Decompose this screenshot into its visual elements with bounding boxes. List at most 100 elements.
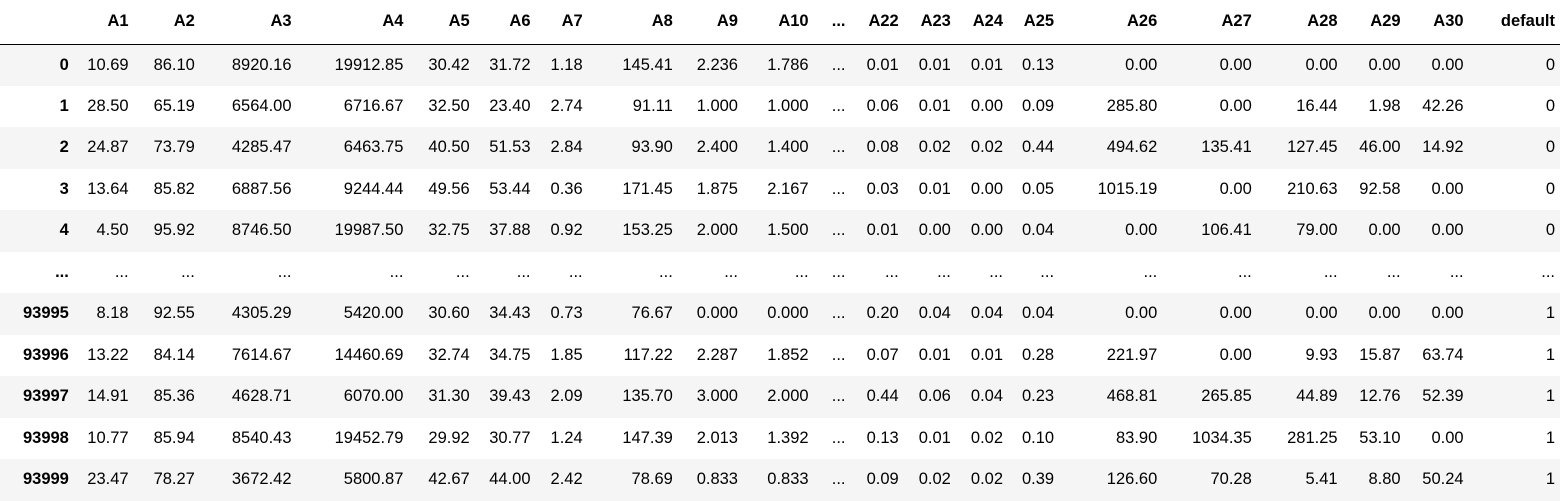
table-cell: ... [831,179,846,198]
table-cell: 171.45 [622,179,673,198]
table-cell: 1.400 [767,138,809,157]
table-cell: 0.00 [1368,304,1401,323]
table-cell: 92.58 [1359,179,1401,198]
table-cell: 1.000 [767,96,809,115]
table-cell: ... [989,262,1004,281]
table-cell: 3.000 [696,387,738,406]
table-cell: 52.39 [1422,387,1464,406]
row-index: 0 [59,55,69,74]
table-cell: 2.287 [696,345,738,364]
table-cell: 0.000 [767,304,809,323]
table-cell: 14.92 [1422,138,1464,157]
table-cell: 0.06 [866,96,899,115]
table-cell: ... [114,262,129,281]
column-header: A24 [955,0,1009,45]
table-cell: 2.42 [550,470,583,489]
table-row: ........................................… [0,251,1560,293]
table-cell: 1.85 [550,345,583,364]
table-cell: 30.60 [428,304,470,323]
table-cell: 29.92 [428,428,470,447]
row-index: 93999 [22,470,69,489]
table-cell: 44.89 [1296,387,1338,406]
table-cell: 2.09 [550,387,583,406]
column-header: A7 [535,0,588,45]
table-cell: 285.80 [1106,96,1158,115]
table-cell: 0.00 [1219,96,1252,115]
table-cell: ... [831,55,846,74]
table-cell: 0.01 [918,55,951,74]
table-cell: 5.41 [1305,470,1338,489]
table-cell: 0.02 [970,470,1004,489]
table-cell: 494.62 [1106,138,1158,157]
column-header: A23 [903,0,956,45]
table-cell: 8746.50 [231,221,292,240]
table-cell: 0.01 [866,221,899,240]
table-cell: ... [831,138,846,157]
table-cell: 0.833 [767,470,809,489]
table-cell: 76.67 [631,304,673,323]
table-cell: 0.00 [1431,304,1464,323]
table-cell: 1 [1545,345,1555,364]
table-cell: 6463.75 [343,138,404,157]
table-cell: 0.04 [970,304,1004,323]
row-index: 93995 [22,304,69,323]
table-cell: 0.01 [970,345,1004,364]
table-header-row: A1 A2 A3 A4 A5 A6 A7 A8 A9 A10... A22 A23 A24 A25 A26 A… [0,0,1560,45]
table-cell: 2.013 [696,428,738,447]
table-cell: 0.01 [866,55,899,74]
table-cell: 8.80 [1368,470,1401,489]
table-cell: 8.18 [96,304,129,323]
table-cell: 0.00 [918,221,951,240]
table-cell: 78.27 [153,470,195,489]
table-cell: 12.76 [1359,387,1401,406]
table-cell: ... [455,262,470,281]
table-cell: 0.00 [1431,179,1464,198]
table-cell: 70.28 [1210,470,1252,489]
table-cell: 32.50 [428,96,470,115]
table-cell: 51.53 [489,138,531,157]
table-cell: 2.236 [696,55,738,74]
column-header: A1 [73,0,134,45]
row-index: 2 [59,138,69,157]
column-header: A5 [408,0,475,45]
table-cell: 28.50 [87,96,129,115]
table-cell: 39.43 [489,387,531,406]
table-cell: 78.69 [631,470,673,489]
table-cell: 63.74 [1422,345,1464,364]
table-cell: 1015.19 [1097,179,1158,198]
table-cell: 5800.87 [343,470,404,489]
table-cell: 6070.00 [343,387,404,406]
index-column-header [0,0,74,45]
row-index: 1 [59,96,69,115]
table-cell: 0 [1545,96,1555,115]
table-cell: ... [831,262,846,281]
table-cell: ... [794,262,809,281]
column-header: A9 [677,0,743,45]
table-body: 0 10.69 86.10 8920.16 19912.85 30.42 31.72 1.18… [0,44,1560,501]
table-cell: 1 [1545,387,1555,406]
table-cell: 95.92 [153,221,195,240]
table-cell: 1 [1545,428,1555,447]
table-cell: 0.01 [970,55,1004,74]
table-cell: 0.00 [1305,304,1338,323]
table-cell: 147.39 [622,428,673,447]
table-cell: 79.00 [1296,221,1338,240]
table-cell: ... [831,345,846,364]
table-cell: 9.93 [1305,345,1338,364]
table-cell: 106.41 [1201,221,1252,240]
table-cell: 0.00 [1431,428,1464,447]
table-cell: 19912.85 [334,55,404,74]
table-cell: ... [181,262,195,281]
table-cell: 265.85 [1201,387,1252,406]
table-cell: 13.64 [87,179,129,198]
table-cell: 0.02 [918,138,951,157]
table-cell: 0.00 [970,96,1004,115]
column-header: ... [813,0,851,45]
table-cell: 0.04 [1021,304,1055,323]
table-cell: 4305.29 [231,304,292,323]
table-cell: ... [1040,262,1055,281]
table-cell: 73.79 [153,138,195,157]
table-cell: 23.40 [489,96,531,115]
column-header: A22 [850,0,904,45]
